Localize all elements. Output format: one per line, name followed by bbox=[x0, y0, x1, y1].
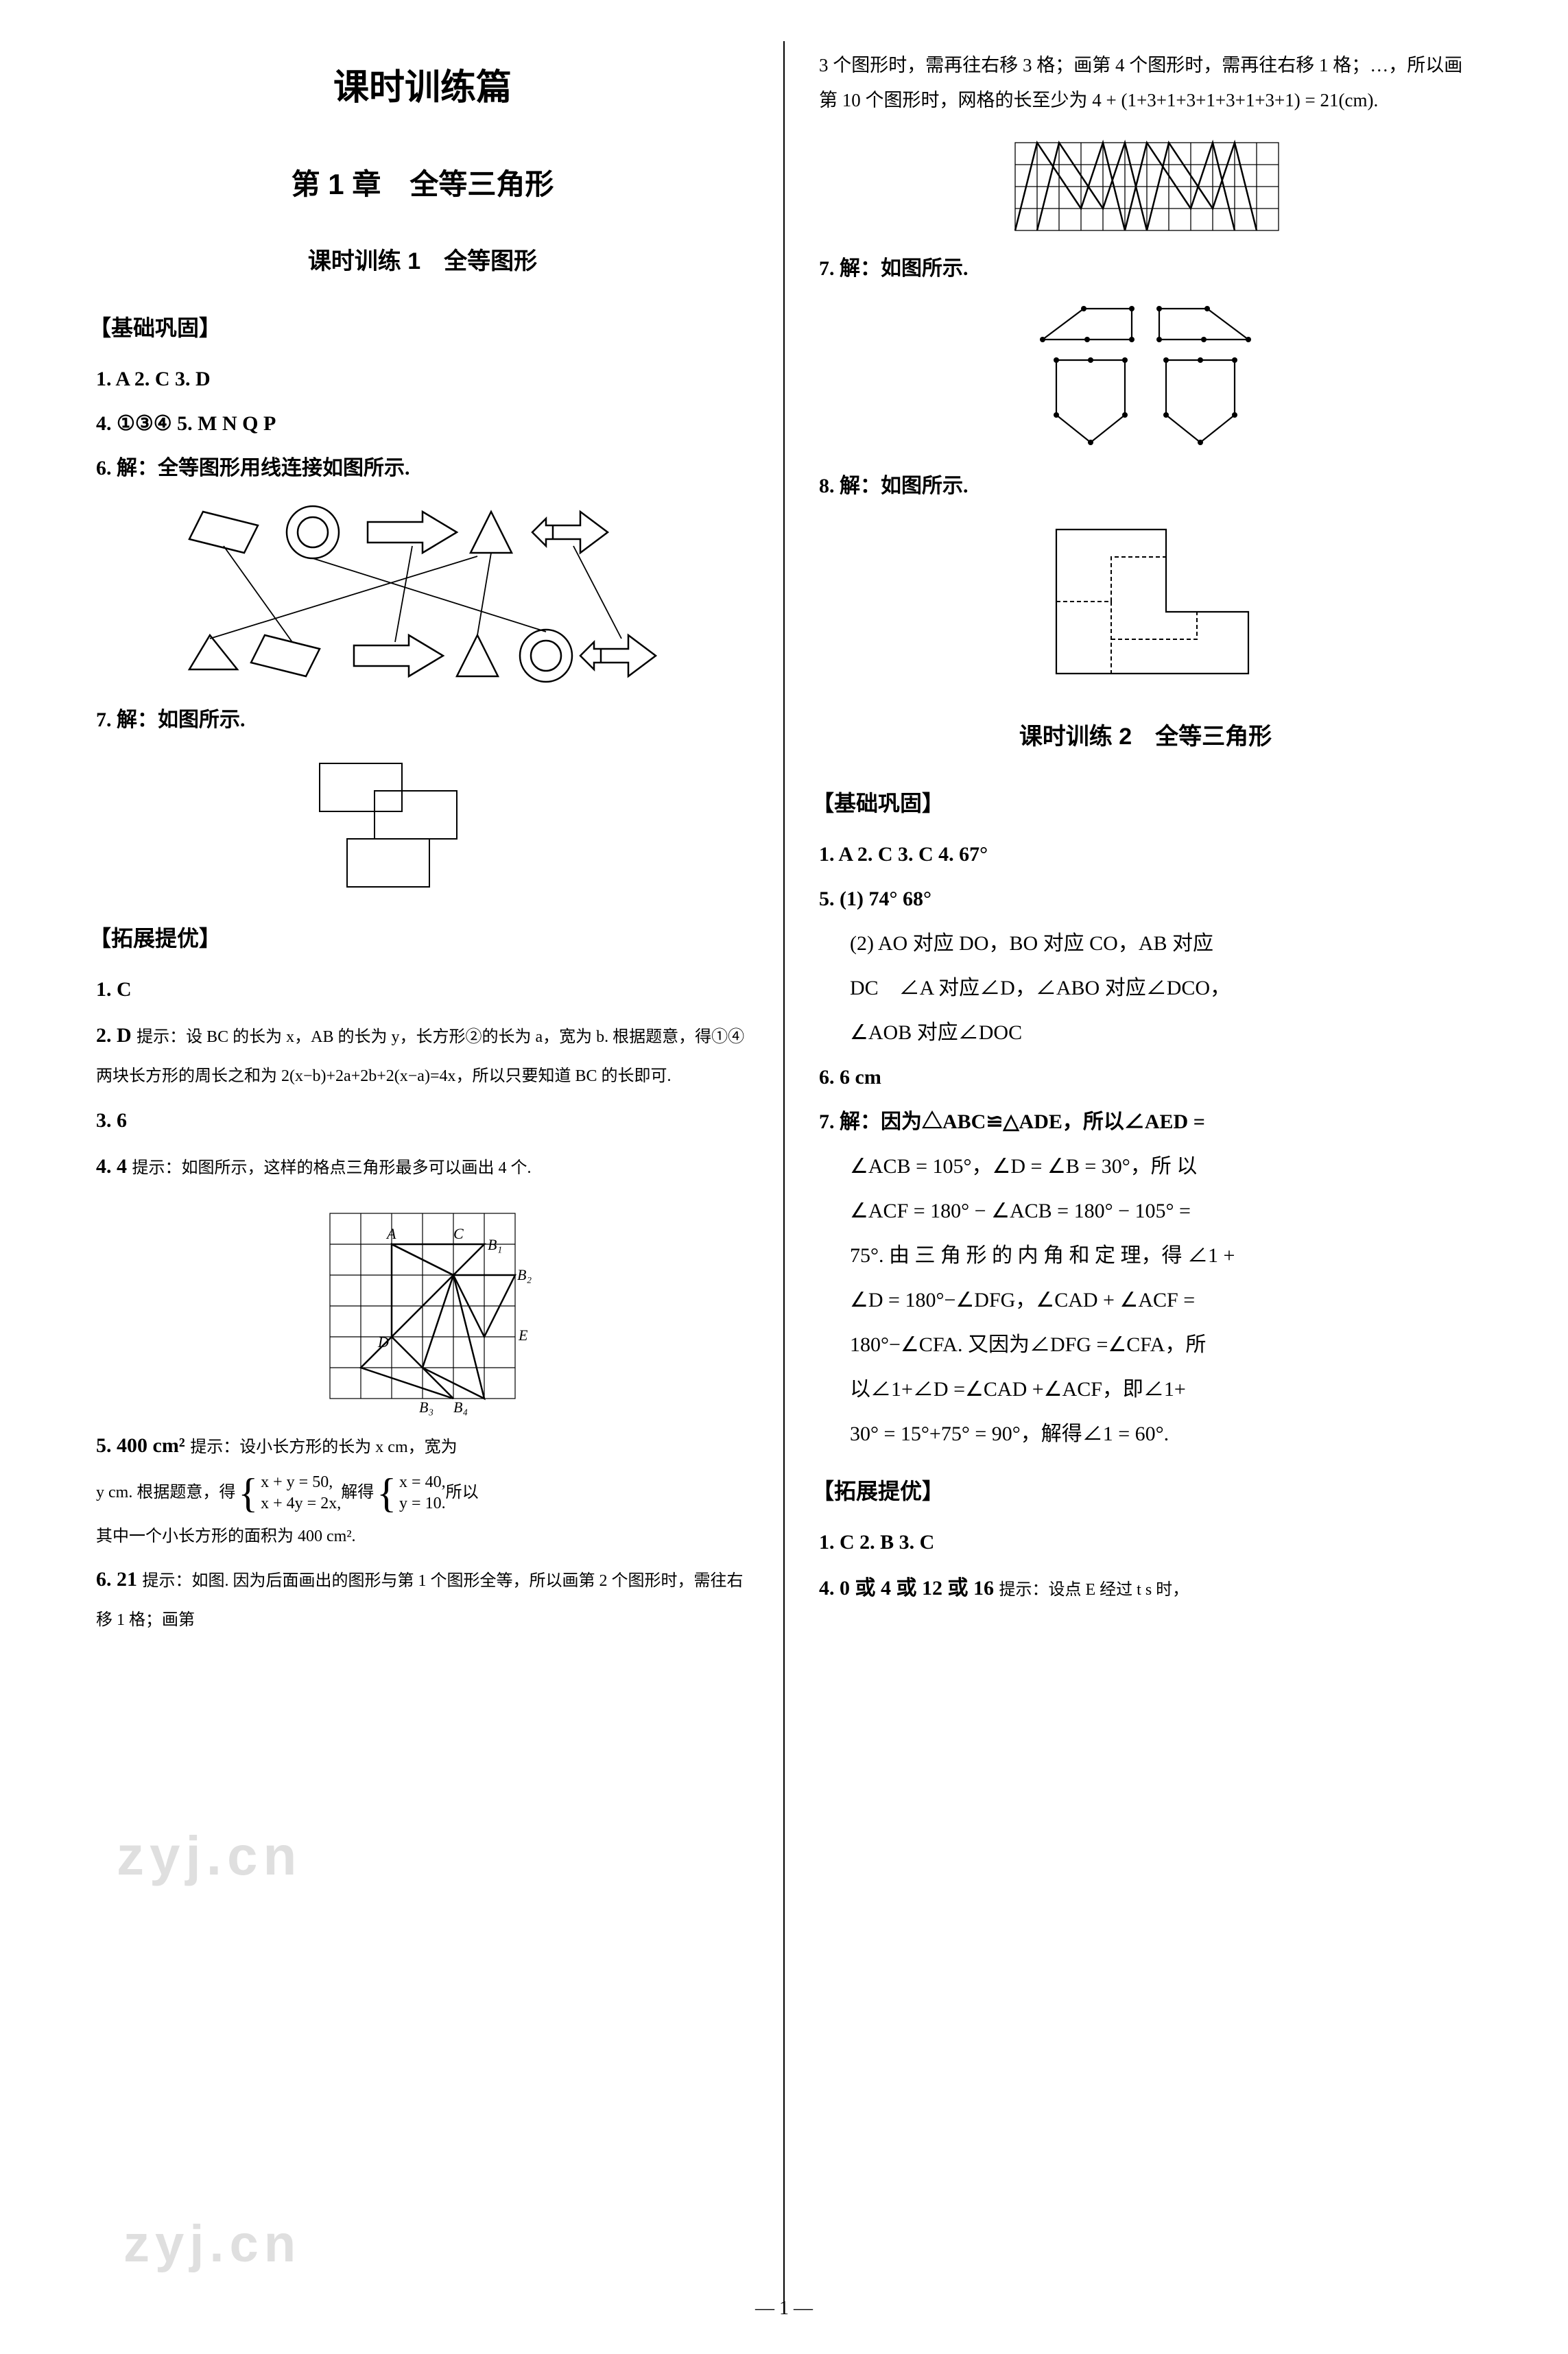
left-column: 课时训练篇 第 1 章 全等三角形 课时训练 1 全等图形 【基础巩固】 1. … bbox=[69, 41, 785, 2313]
l2-q7g: 30° = 15°+75° = 90°，解得∠1 = 60°. bbox=[812, 1414, 1479, 1453]
fig-grid-21 bbox=[812, 129, 1479, 239]
l2-q7d: ∠D = 180°−∠DFG，∠CAD + ∠ACF = bbox=[812, 1281, 1479, 1320]
fig-q6 bbox=[89, 498, 756, 690]
l2-q5-2c: ∠AOB 对应∠DOC bbox=[812, 1013, 1479, 1052]
l1-e1: 1. C bbox=[89, 970, 756, 1009]
title-chapter: 第 1 章 全等三角形 bbox=[89, 157, 756, 212]
l1-e3: 3. 6 bbox=[89, 1101, 756, 1140]
l2-ext: 【拓展提优】 bbox=[812, 1471, 1479, 1512]
svg-text:E: E bbox=[518, 1327, 528, 1344]
l1-e5b: y cm. 根据题意，得 { x + y = 50,x + 4y = 2x, 解… bbox=[96, 1472, 756, 1514]
r-cont: 3 个图形时，需再往右移 3 格；画第 4 个图形时，需再往右移 1 格；…，所… bbox=[819, 48, 1479, 119]
lesson2-title: 课时训练 2 全等三角形 bbox=[812, 715, 1479, 759]
svg-text:B₂: B₂ bbox=[517, 1266, 532, 1283]
l1-q7: 7. 解：如图所示. bbox=[89, 700, 756, 739]
l2-q7c: 75°. 由 三 角 形 的 内 角 和 定 理，得 ∠1 + bbox=[812, 1236, 1479, 1275]
l2-q5-2a: (2) AO 对应 DO，BO 对应 CO，AB 对应 bbox=[812, 924, 1479, 963]
svg-text:B₁: B₁ bbox=[488, 1236, 502, 1253]
l1-q1: 1. A 2. C 3. D bbox=[89, 359, 756, 399]
l2-q1: 1. A 2. C 3. C 4. 67° bbox=[812, 835, 1479, 874]
svg-text:A: A bbox=[385, 1225, 396, 1242]
l2-q7e: 180°−∠CFA. 又因为∠DFG =∠CFA，所 bbox=[812, 1325, 1479, 1364]
l1-q4: 4. ①③④ 5. M N Q P bbox=[89, 404, 756, 443]
l2-q5-1: 5. (1) 74° 68° bbox=[812, 879, 1479, 918]
l2-q5-2b: DC ∠A 对应∠D，∠ABO 对应∠DCO， bbox=[812, 968, 1479, 1008]
l2-e1: 1. C 2. B 3. C bbox=[812, 1523, 1479, 1562]
l1-q6: 6. 解：全等图形用线连接如图所示. bbox=[89, 449, 756, 488]
l1-e5c: 其中一个小长方形的面积为 400 cm². bbox=[96, 1521, 756, 1553]
page-number: — 1 — bbox=[755, 2290, 813, 2327]
svg-text:B₄: B₄ bbox=[453, 1399, 468, 1416]
fig-e4: A C B₁ B₂ D E B₃ B₄ bbox=[89, 1196, 756, 1416]
lesson1-title: 课时训练 1 全等图形 bbox=[89, 239, 756, 284]
l2-q7a: ∠ACB = 105°，∠D = ∠B = 30°，所 以 bbox=[812, 1147, 1479, 1186]
title-main: 课时训练篇 bbox=[89, 55, 756, 123]
l2-q7f: 以∠1+∠D =∠CAD +∠ACF，即∠1+ bbox=[812, 1370, 1479, 1409]
fig-r-q7 bbox=[812, 298, 1479, 456]
l2-q7: 7. 解：因为△ABC≌△ADE，所以∠AED = bbox=[812, 1102, 1479, 1141]
r-q7: 7. 解：如图所示. bbox=[812, 249, 1479, 288]
svg-text:D: D bbox=[377, 1333, 389, 1351]
l2-q6: 6. 6 cm bbox=[812, 1058, 1479, 1097]
svg-text:C: C bbox=[453, 1225, 464, 1242]
l1-e6: 6. 21 提示：如图. 因为后面画出的图形与第 1 个图形全等，所以画第 2 … bbox=[96, 1560, 756, 1638]
l1-e4: 4. 4 提示：如图所示，这样的格点三角形最多可以画出 4 个. bbox=[96, 1147, 756, 1186]
right-column: 3 个图形时，需再往右移 3 格；画第 4 个图形时，需再往右移 1 格；…，所… bbox=[785, 41, 1499, 2313]
section-ext-1: 【拓展提优】 bbox=[89, 918, 756, 960]
fig-q7-left bbox=[89, 750, 756, 901]
l2-e4: 4. 0 或 4 或 12 或 16 提示：设点 E 经过 t s 时， bbox=[819, 1569, 1479, 1608]
fig-r-q8 bbox=[812, 516, 1479, 694]
l2-q7b: ∠ACF = 180° − ∠ACB = 180° − 105° = bbox=[812, 1191, 1479, 1230]
svg-text:B₃: B₃ bbox=[419, 1399, 433, 1416]
l1-e5: 5. 400 cm² 提示：设小长方形的长为 x cm，宽为 bbox=[96, 1426, 756, 1465]
section-basic-1: 【基础巩固】 bbox=[89, 307, 756, 349]
l1-e2: 2. D 提示：设 BC 的长为 x，AB 的长为 y，长方形②的长为 a，宽为… bbox=[96, 1016, 756, 1094]
l2-basic: 【基础巩固】 bbox=[812, 783, 1479, 824]
r-q8: 8. 解：如图所示. bbox=[812, 466, 1479, 506]
